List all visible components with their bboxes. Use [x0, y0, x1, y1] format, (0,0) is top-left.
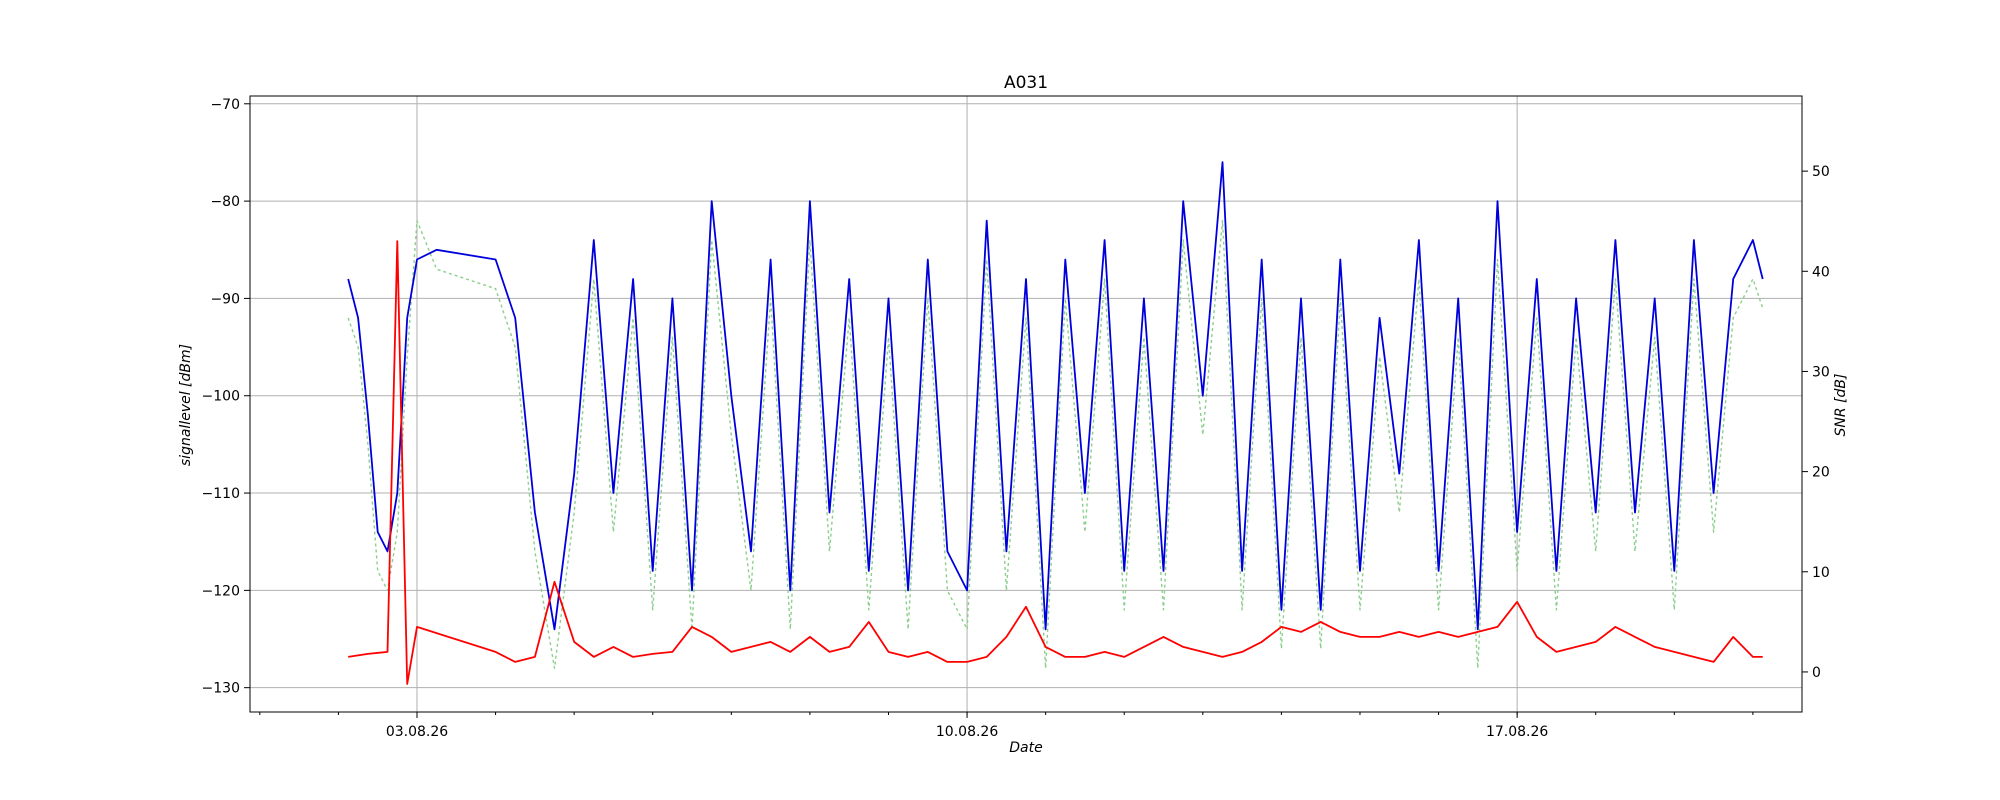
- x-tick-label: 10.08.26: [936, 724, 998, 740]
- x-tick-label: 17.08.26: [1486, 724, 1548, 740]
- y-right-tick-label: 10: [1812, 565, 1830, 581]
- ticks: 03.08.26 10.08.26 17.08.26 −70 −80 −90 −100 −11…: [202, 97, 1830, 740]
- y-right-tick-label: 0: [1812, 665, 1821, 681]
- y-left-tick-label: −110: [202, 486, 240, 502]
- y-left-tick-label: −80: [210, 194, 240, 210]
- signal-min-line: [347, 219, 1764, 669]
- y-left-tick-label: −100: [202, 389, 240, 405]
- y-left-tick-label: −70: [210, 97, 240, 113]
- y-right-tick-label: 30: [1812, 364, 1830, 380]
- x-axis-label: Date: [1009, 740, 1042, 756]
- y-left-tick-label: −120: [202, 583, 240, 599]
- y-left-tick-label: −130: [202, 681, 240, 697]
- y-right-tick-label: 20: [1812, 465, 1830, 481]
- y-left-tick-label: −90: [210, 291, 240, 307]
- chart-title: A031: [1004, 73, 1048, 93]
- y-right-tick-label: 50: [1812, 164, 1830, 180]
- y-right-tick-label: 40: [1812, 264, 1830, 280]
- plot-frame: [249, 95, 1803, 713]
- x-tick-label: 03.08.26: [386, 724, 448, 740]
- y-axis-label-right: SNR [dB]: [1833, 374, 1849, 437]
- signal-level-line: [347, 161, 1764, 631]
- y-axis-label-left: signallevel [dBm]: [178, 344, 194, 466]
- series-layer: [347, 161, 1764, 685]
- snr-line: [348, 240, 1763, 685]
